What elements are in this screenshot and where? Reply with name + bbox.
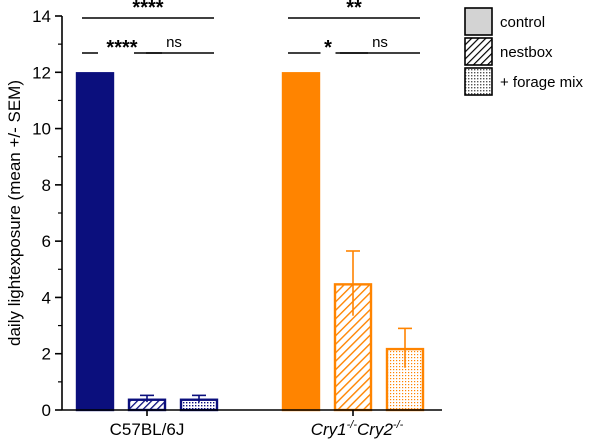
significance-label: ns [166, 34, 182, 51]
legend-label: control [500, 14, 545, 31]
y-tick-label: 2 [42, 345, 51, 364]
x-tick-label: Cry1-/-Cry2-/- [311, 419, 404, 439]
y-tick-label: 6 [42, 232, 51, 251]
legend: control nestbox + forage mix [464, 7, 583, 96]
x-tick-label: C57BL/6J [110, 420, 185, 439]
y-tick-label: 8 [42, 176, 51, 195]
control-bar [75, 72, 115, 412]
significance-label: **** [106, 37, 137, 59]
y-tick-label: 12 [32, 63, 51, 82]
significance-label: **** [132, 0, 163, 19]
legend-swatch [464, 67, 493, 96]
control-bar [281, 72, 321, 412]
bars [75, 72, 425, 412]
legend-label: + forage mix [500, 74, 583, 91]
significance-label: ns [372, 34, 388, 51]
y-axis: 0 2 4 6 8 10 12 14 [32, 7, 63, 420]
y-axis-label: daily lightexposure (mean +/- SEM) [5, 80, 24, 346]
legend-label: nestbox [500, 44, 553, 61]
significance-label: ** [346, 0, 362, 19]
significance-label: * [324, 37, 332, 59]
legend-swatch [464, 7, 493, 36]
y-tick-label: 0 [42, 401, 51, 420]
x-axis: C57BL/6J Cry1-/-Cry2-/- [62, 409, 442, 439]
bracket-gap [98, 50, 146, 56]
significance-brackets: ******** ns*** ns [82, 0, 420, 59]
bracket-gap [320, 50, 336, 56]
y-tick-label: 4 [42, 288, 51, 307]
y-tick-label: 14 [32, 7, 51, 26]
legend-swatch [464, 37, 493, 66]
y-tick-label: 10 [32, 120, 51, 139]
